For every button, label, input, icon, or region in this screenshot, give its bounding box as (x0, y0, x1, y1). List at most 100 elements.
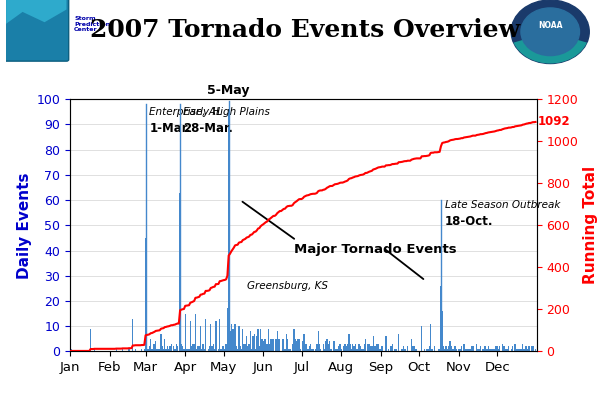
Bar (239, 326, 240, 351)
Bar (493, 349, 494, 351)
Bar (472, 346, 473, 351)
Bar (484, 346, 485, 351)
Bar (356, 349, 357, 351)
Text: 18-Oct.: 18-Oct. (445, 215, 493, 228)
Bar (402, 349, 403, 351)
Bar (324, 349, 325, 351)
Bar (354, 344, 356, 351)
Bar (523, 349, 525, 351)
Bar (465, 349, 466, 351)
Bar (163, 349, 164, 351)
Bar (292, 344, 293, 351)
Bar (177, 346, 178, 351)
Bar (367, 344, 368, 351)
Bar (511, 349, 512, 351)
Bar (264, 339, 265, 351)
Bar (195, 314, 196, 351)
Bar (261, 339, 262, 351)
Bar (254, 334, 255, 351)
Bar (395, 349, 397, 351)
Bar (380, 349, 381, 351)
Bar (207, 349, 209, 351)
Bar (365, 339, 366, 351)
Bar (148, 349, 149, 351)
Bar (268, 329, 269, 351)
Bar (214, 349, 215, 351)
Text: Storm
Prediction
Center: Storm Prediction Center (74, 16, 110, 33)
Bar (228, 109, 229, 351)
Bar (188, 349, 190, 351)
Bar (150, 339, 151, 351)
Bar (279, 339, 281, 351)
Bar (480, 346, 481, 351)
Bar (218, 349, 219, 351)
Bar (267, 344, 268, 351)
Bar (345, 344, 346, 351)
Y-axis label: Daily Events: Daily Events (18, 172, 32, 279)
Bar (390, 346, 392, 351)
Bar (459, 349, 461, 351)
Bar (271, 339, 273, 351)
Bar (158, 349, 159, 351)
Bar (151, 349, 152, 351)
Bar (307, 349, 309, 351)
Bar (165, 349, 167, 351)
Bar (434, 346, 435, 351)
Bar (487, 346, 489, 351)
Bar (403, 346, 404, 351)
Bar (167, 346, 168, 351)
Bar (278, 339, 279, 351)
Bar (204, 349, 205, 351)
Bar (386, 336, 387, 351)
Bar (262, 341, 264, 351)
Bar (265, 339, 267, 351)
Bar (159, 349, 160, 351)
Bar (293, 329, 295, 351)
Bar (260, 329, 261, 351)
Bar (154, 344, 155, 351)
Bar (176, 344, 177, 351)
Bar (169, 346, 171, 351)
Bar (282, 339, 283, 351)
Bar (210, 324, 212, 351)
Bar (336, 349, 337, 351)
Bar (256, 336, 257, 351)
Bar (224, 349, 226, 351)
Bar (339, 344, 340, 351)
Bar (411, 339, 412, 351)
Bar (404, 349, 406, 351)
Bar (531, 346, 533, 351)
Bar (351, 349, 352, 351)
Bar (192, 344, 193, 351)
Bar (448, 346, 449, 351)
Bar (334, 341, 336, 351)
Bar (168, 349, 169, 351)
Bar (221, 346, 223, 351)
Bar (458, 349, 459, 351)
Bar (160, 334, 162, 351)
Bar (338, 346, 339, 351)
Bar (429, 346, 430, 351)
Bar (361, 349, 362, 351)
Bar (454, 346, 456, 351)
Bar (171, 344, 172, 351)
Bar (371, 346, 373, 351)
Bar (285, 334, 287, 351)
Bar (467, 349, 468, 351)
Bar (219, 318, 220, 351)
Bar (388, 349, 389, 351)
Bar (515, 349, 517, 351)
Bar (378, 344, 379, 351)
Bar (249, 331, 251, 351)
Bar (201, 349, 203, 351)
Bar (302, 341, 304, 351)
Bar (401, 349, 402, 351)
Bar (463, 344, 465, 351)
Bar (295, 339, 296, 351)
Bar (444, 349, 445, 351)
Bar (430, 324, 431, 351)
Bar (373, 336, 374, 351)
Bar (520, 349, 521, 351)
Bar (298, 339, 300, 351)
Wedge shape (514, 32, 587, 64)
